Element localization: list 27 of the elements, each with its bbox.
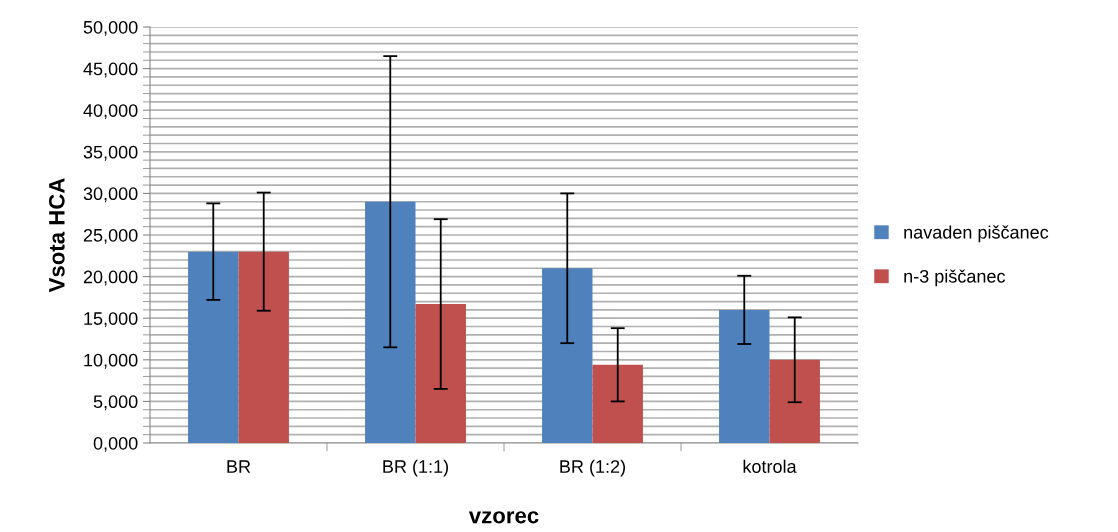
y-tick-label: 45,000 — [83, 62, 138, 78]
x-tick-label: BR (1:2) — [560, 459, 625, 477]
bar — [542, 268, 593, 443]
y-tick-label: 5,000 — [93, 395, 138, 411]
y-tick-label: 30,000 — [83, 187, 138, 203]
y-tick-label: 20,000 — [83, 270, 138, 286]
x-tick-label: kotrola — [743, 459, 797, 473]
bar — [365, 201, 416, 443]
x-tick-label: BR — [227, 460, 251, 473]
legend-label: navaden piščanec — [904, 225, 1049, 243]
y-tick-label: 10,000 — [84, 353, 138, 369]
bar — [719, 309, 770, 443]
bar — [769, 359, 820, 443]
y-tick-label: 25,000 — [83, 228, 138, 244]
y-tick-label: 35,000 — [83, 145, 138, 161]
bar — [415, 304, 466, 443]
y-tick-label: 40,000 — [83, 104, 138, 120]
x-tick-label: BR (1:1) — [383, 459, 448, 477]
x-axis-title: vzorec — [468, 511, 539, 524]
y-tick-label: 0,000 — [93, 436, 138, 452]
legend-label: n-3 piščanec — [904, 269, 1006, 287]
y-axis-title: Vsota HCA — [48, 178, 65, 293]
bar — [188, 251, 239, 443]
bar — [238, 251, 289, 443]
y-tick-label: 15,000 — [84, 312, 138, 328]
y-tick-label: 50,000 — [83, 20, 138, 36]
bar — [592, 364, 643, 443]
